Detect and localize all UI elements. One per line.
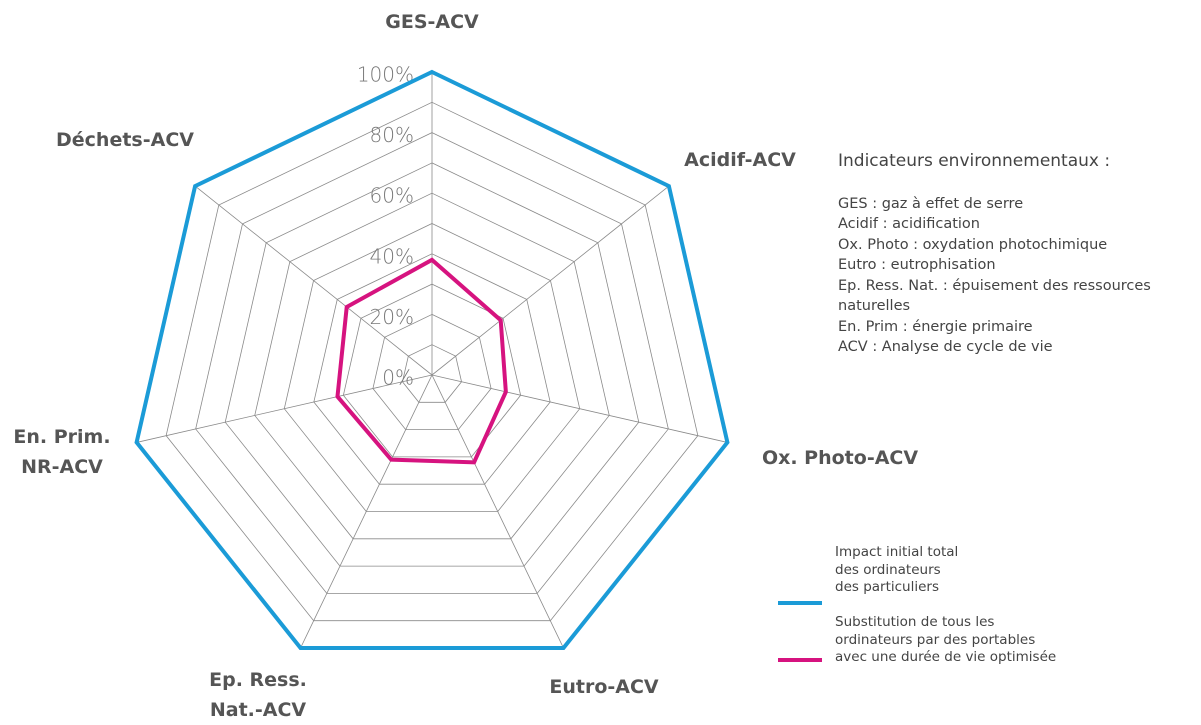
grid-ring [195, 132, 669, 594]
note-line: Ep. Ress. Nat. : épuisement des ressourc… [838, 277, 1151, 315]
series-polygon [335, 257, 508, 465]
grid-ring [313, 253, 551, 485]
grid-ring [254, 192, 610, 540]
grid-ring [342, 283, 522, 458]
axis-spoke [431, 185, 670, 376]
note-line: GES : gaz à effet de serre [838, 195, 1024, 212]
note-line: Eutro : eutrophisation [838, 257, 996, 273]
grid-ring [283, 223, 581, 512]
tick-label: 20% [370, 305, 414, 329]
axis-spoke [194, 185, 433, 376]
legend-swatch [778, 601, 822, 605]
note-line: Ox. Photo : oxydation photochimique [838, 236, 1108, 253]
category-label: Ep. Ress. Nat.-ACV [209, 669, 307, 721]
category-label: Ox. Photo-ACV [761, 447, 919, 469]
tick-label: 80% [370, 123, 414, 147]
grid-ring [224, 162, 640, 567]
notes-title: Indicateurs environnementaux : [838, 151, 1111, 171]
tick-label: 0% [382, 366, 414, 390]
grid-ring [165, 101, 699, 622]
axis-spoke [431, 374, 564, 649]
notes: Indicateurs environnementaux : GES : gaz… [838, 108, 1151, 358]
legend-label: Substitution de tous les ordinateurs par… [835, 614, 1057, 665]
note-line: Acidif : acidification [838, 216, 980, 232]
axis-spoke [300, 374, 433, 649]
category-label: Eutro-ACV [549, 676, 659, 698]
tick-label: 60% [370, 184, 414, 208]
category-label: En. Prim. NR-ACV [13, 426, 111, 478]
category-label: Acidif-ACV [684, 149, 796, 171]
axis-spoke [431, 374, 728, 443]
legend-swatch [778, 658, 822, 662]
tick-label: 40% [370, 244, 414, 268]
category-label: GES-ACV [385, 11, 479, 33]
note-line: ACV : Analyse de cycle de vie [838, 339, 1053, 355]
note-line: En. Prim : énergie primaire [838, 318, 1033, 335]
grid-ring [402, 344, 462, 403]
series-polygon [134, 69, 730, 650]
axis-spoke [136, 374, 433, 443]
tick-label: 100% [357, 63, 414, 87]
legend-label: Impact initial total des ordinateurs des… [835, 544, 959, 595]
category-label: Déchets-ACV [56, 129, 194, 151]
grid-ring [372, 313, 492, 430]
